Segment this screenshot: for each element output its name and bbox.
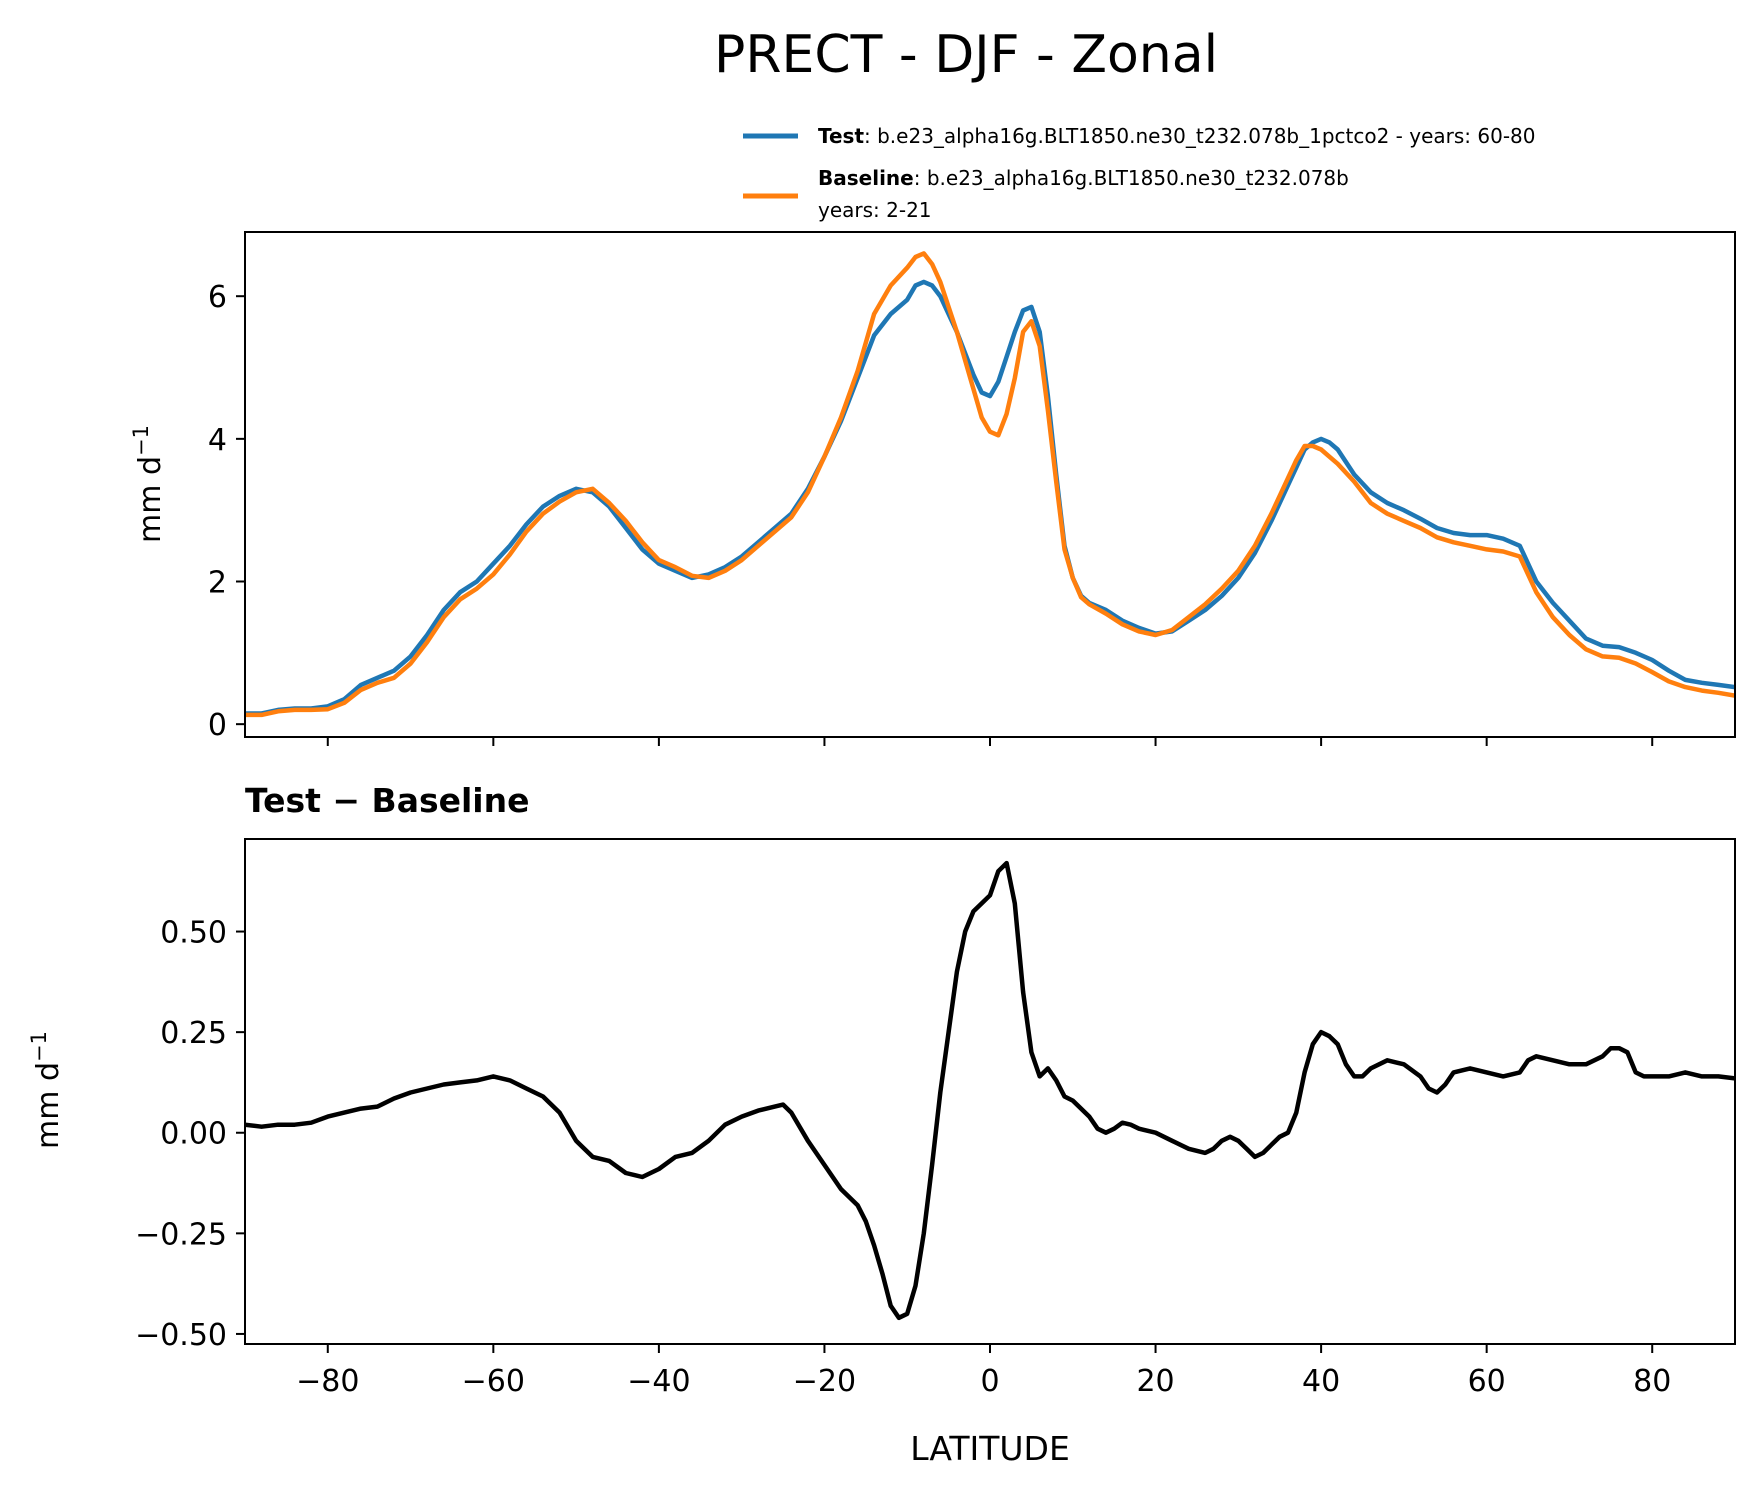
bottom-axes-frame xyxy=(244,838,1736,1345)
legend: Test: b.e23_alpha16g.BLT1850.ne30_t232.0… xyxy=(743,124,1536,222)
top-ylabel: mm d−1 xyxy=(129,425,168,543)
legend-baseline-years: years: 2-21 xyxy=(818,198,932,222)
top-x-ticks xyxy=(326,737,1654,746)
top-ytick-label: 6 xyxy=(208,280,227,315)
diff-title: Test − Baseline xyxy=(245,781,530,820)
x-axis-label: LATITUDE xyxy=(910,1429,1070,1468)
top-axes-frame xyxy=(244,231,1736,738)
bottom-ytick-label: −0.50 xyxy=(135,1318,227,1353)
bottom-ytick-label: −0.25 xyxy=(135,1217,227,1252)
bottom-xtick-label: 80 xyxy=(1633,1364,1671,1399)
bottom-panel: −0.50 −0.25 0.00 0.25 0.50 −80 −60 −40 −20 0 20 40… xyxy=(27,838,1736,1468)
top-ytick-label: 4 xyxy=(208,423,227,458)
svg-text:Baseline: b.e23_alpha16g.BLT18: Baseline: b.e23_alpha16g.BLT1850.ne30_t2… xyxy=(818,166,1349,190)
legend-baseline-label: Baseline xyxy=(818,166,914,190)
bottom-xtick-label: −60 xyxy=(462,1364,525,1399)
top-ytick-label: 2 xyxy=(208,566,227,601)
legend-test-text: : b.e23_alpha16g.BLT1850.ne30_t232.078b_… xyxy=(864,124,1536,148)
bottom-xtick-label: 40 xyxy=(1302,1364,1340,1399)
svg-text:Test: b.e23_alpha16g.BLT1850.n: Test: b.e23_alpha16g.BLT1850.ne30_t232.0… xyxy=(818,124,1536,148)
figure-title: PRECT - DJF - Zonal xyxy=(714,25,1218,85)
top-ytick-label: 0 xyxy=(208,708,227,743)
bottom-y-ticks: −0.50 −0.25 0.00 0.25 0.50 xyxy=(135,916,245,1353)
bottom-xtick-label: −80 xyxy=(296,1364,359,1399)
bottom-xtick-label: 60 xyxy=(1468,1364,1506,1399)
bottom-xtick-label: −20 xyxy=(793,1364,856,1399)
top-series-test xyxy=(245,279,1735,716)
bottom-xtick-label: 0 xyxy=(980,1364,999,1399)
legend-baseline-text: : b.e23_alpha16g.BLT1850.ne30_t232.078b xyxy=(914,166,1349,190)
top-series-baseline xyxy=(245,251,1735,718)
top-series-group xyxy=(245,251,1735,718)
bottom-xtick-label: −40 xyxy=(627,1364,690,1399)
bottom-ylabel: mm d−1 xyxy=(27,1031,66,1149)
bottom-x-ticks: −80 −60 −40 −20 0 20 40 60 80 xyxy=(296,1344,1671,1399)
top-panel: 0 2 4 6 mm d−1 xyxy=(129,231,1736,746)
bottom-series-group xyxy=(245,860,1735,1321)
bottom-ytick-label: 0.50 xyxy=(160,916,227,951)
bottom-ytick-label: 0.00 xyxy=(160,1117,227,1152)
bottom-xtick-label: 20 xyxy=(1136,1364,1174,1399)
bottom-ytick-label: 0.25 xyxy=(160,1016,227,1051)
legend-test-label: Test xyxy=(818,124,864,148)
top-y-ticks: 0 2 4 6 xyxy=(208,280,245,743)
bottom-series-test-baseline xyxy=(245,860,1735,1321)
